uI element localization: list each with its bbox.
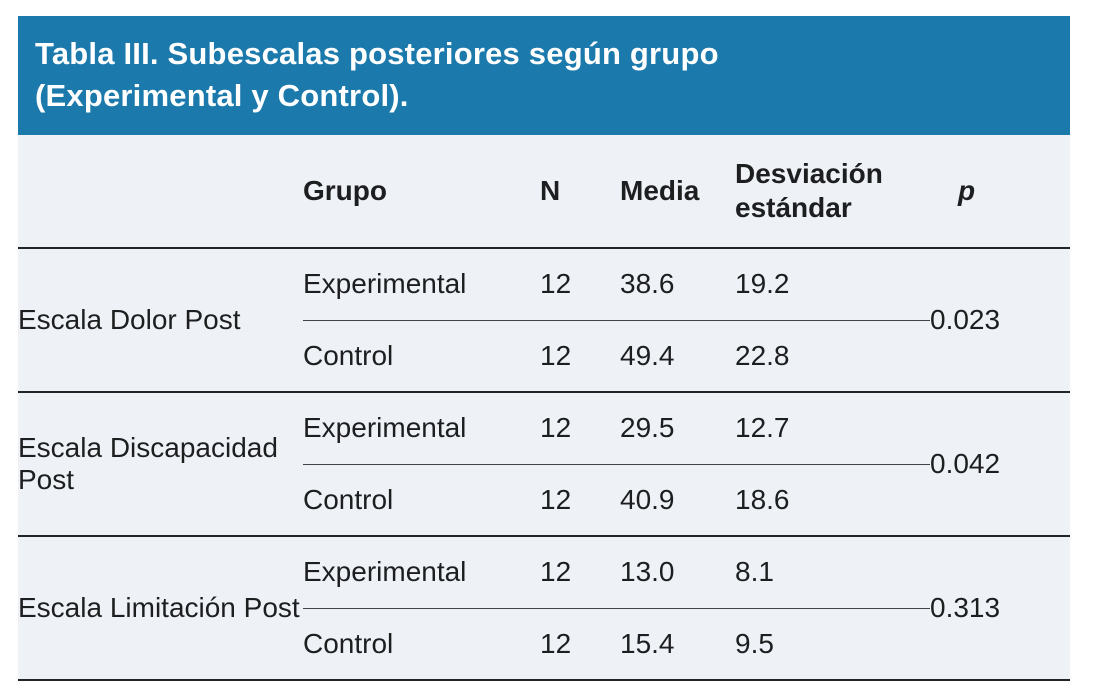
n-cell: 12 — [540, 392, 620, 465]
table-row: Control 12 49.4 22.8 — [18, 320, 1070, 393]
table-title-bar: Tabla III. Subescalas posteriores según … — [18, 16, 1070, 135]
group-cell: Control — [303, 464, 540, 537]
n-cell: 12 — [540, 608, 620, 681]
col-header-p: p — [930, 135, 1070, 249]
table-card: Tabla III. Subescalas posteriores según … — [18, 16, 1070, 681]
row-label-cell: Escala Limitación Post — [18, 536, 303, 681]
mean-cell: 49.4 — [620, 320, 735, 393]
p-value-cell: 0.042 — [930, 392, 1070, 537]
mean-cell: 15.4 — [620, 608, 735, 681]
mean-cell: 40.9 — [620, 464, 735, 537]
row-label-cell: Escala Discapacidad Post — [18, 392, 303, 537]
sd-cell: 12.7 — [735, 392, 930, 465]
p-value-cell: 0.023 — [930, 248, 1070, 393]
n-cell: 12 — [540, 320, 620, 393]
group-cell: Experimental — [303, 248, 540, 321]
p-value-cell: 0.313 — [930, 536, 1070, 681]
col-header-desviacion-estandar: Desviación estándar — [735, 135, 930, 249]
mean-cell: 38.6 — [620, 248, 735, 321]
n-cell: 12 — [540, 536, 620, 609]
table-row: Escala Limitación Post Experimental 12 1… — [18, 536, 1070, 681]
group-cell: Experimental — [303, 536, 540, 609]
col-header-n: N — [540, 135, 620, 249]
mean-cell: 13.0 — [620, 536, 735, 609]
group-cell: Control — [303, 320, 540, 393]
table-row: Escala Discapacidad Post Experimental 12… — [18, 392, 1070, 537]
group-cell: Experimental — [303, 392, 540, 465]
table-row: Control 12 15.4 9.5 — [18, 608, 1070, 681]
subscales-table: Grupo N Media Desviación estándar p Esca… — [18, 135, 1070, 681]
table-row: Escala Dolor Post Experimental 12 38.6 1… — [18, 248, 1070, 393]
col-header-empty — [18, 135, 303, 249]
table-title-line2: (Experimental y Control). — [35, 78, 409, 113]
sd-cell: 19.2 — [735, 248, 930, 321]
sd-cell: 9.5 — [735, 608, 930, 681]
table-title-line1: Tabla III. Subescalas posteriores según … — [35, 36, 719, 71]
sd-cell: 22.8 — [735, 320, 930, 393]
mean-cell: 29.5 — [620, 392, 735, 465]
n-cell: 12 — [540, 248, 620, 321]
row-label-cell: Escala Dolor Post — [18, 248, 303, 393]
col-header-grupo: Grupo — [303, 135, 540, 249]
group-cell: Control — [303, 608, 540, 681]
table-row: Control 12 40.9 18.6 — [18, 464, 1070, 537]
n-cell: 12 — [540, 464, 620, 537]
header-row: Grupo N Media Desviación estándar p — [18, 135, 1070, 249]
sd-cell: 8.1 — [735, 536, 930, 609]
col-header-media: Media — [620, 135, 735, 249]
sd-cell: 18.6 — [735, 464, 930, 537]
